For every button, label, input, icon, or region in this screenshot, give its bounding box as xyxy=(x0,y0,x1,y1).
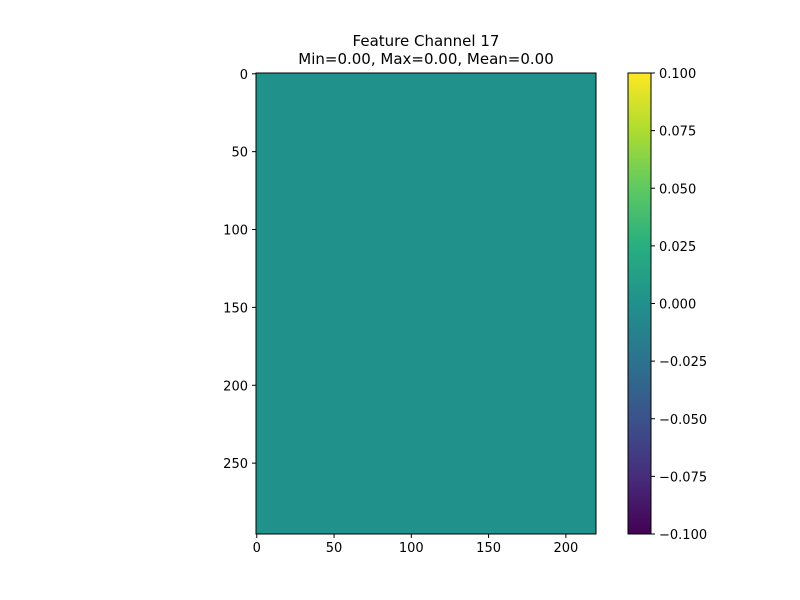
y-tick-label: 150 xyxy=(223,301,248,316)
colorbar-tick-label: −0.025 xyxy=(659,355,707,370)
colorbar-tick-label: 0.100 xyxy=(659,67,696,82)
colorbar-tick-label: −0.075 xyxy=(659,470,707,485)
colorbar-tick-label: 0.025 xyxy=(659,240,696,255)
colorbar-ticks: −0.100 −0.075 −0.050 −0.025 0.000 0.025 0.050 0… xyxy=(651,67,707,543)
colorbar-tick-label: 0.075 xyxy=(659,125,696,140)
colorbar-tick-label: 0.050 xyxy=(659,182,696,197)
x-axis: 0 50 100 150 200 xyxy=(253,534,578,556)
x-tick-label: 150 xyxy=(476,541,501,556)
chart-title: Feature Channel 17 xyxy=(353,32,500,50)
plot-frame xyxy=(255,72,597,535)
y-tick-label: 50 xyxy=(231,146,248,161)
chart-subtitle: Min=0.00, Max=0.00, Mean=0.00 xyxy=(298,50,553,68)
colorbar-gradient xyxy=(628,73,651,534)
x-tick-label: 0 xyxy=(253,541,261,556)
colorbar-tick-label: 0.000 xyxy=(659,298,696,313)
colorbar: −0.100 −0.075 −0.050 −0.025 0.000 0.025 0.050 0… xyxy=(627,67,707,543)
y-tick-label: 0 xyxy=(240,68,248,83)
colorbar-tick-label: −0.050 xyxy=(659,413,707,428)
heatmap-cell xyxy=(256,73,596,534)
y-tick-label: 250 xyxy=(223,457,248,472)
colorbar-tick-label: −0.100 xyxy=(659,528,707,543)
x-tick-label: 100 xyxy=(399,541,424,556)
x-tick-label: 200 xyxy=(553,541,578,556)
plot-area xyxy=(255,72,597,535)
x-tick-label: 50 xyxy=(326,541,343,556)
y-axis: 0 50 100 150 200 250 xyxy=(223,68,256,472)
y-tick-label: 100 xyxy=(223,224,248,239)
y-tick-label: 200 xyxy=(223,379,248,394)
